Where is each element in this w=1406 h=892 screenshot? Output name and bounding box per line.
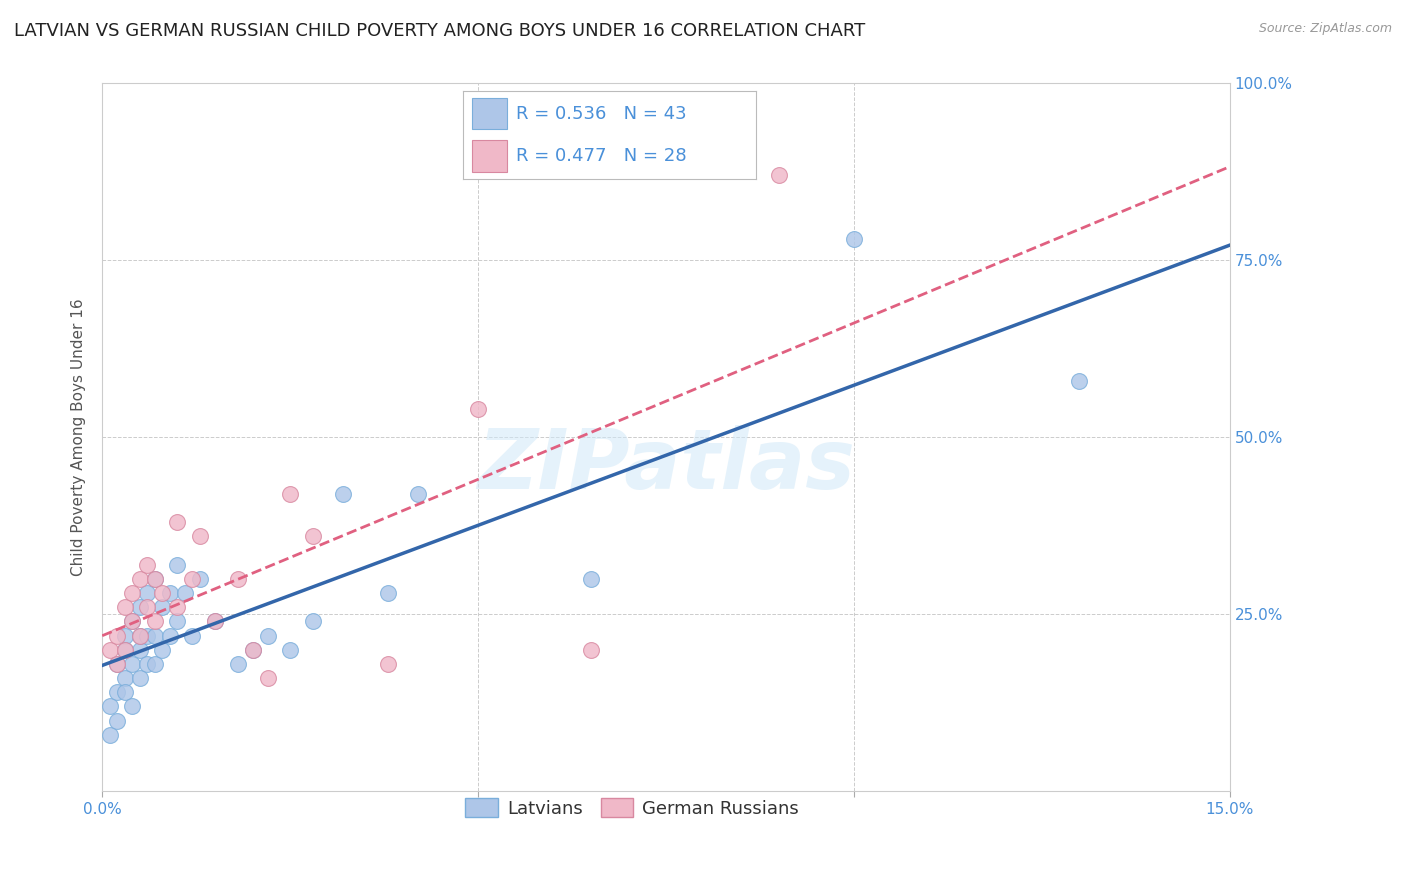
- Point: [98, 699, 121, 714]
- Point: [114, 629, 136, 643]
- Point: [114, 671, 136, 685]
- Point: [226, 657, 249, 671]
- Point: [467, 402, 489, 417]
- Point: [143, 629, 166, 643]
- Point: [278, 642, 301, 657]
- Point: [121, 699, 143, 714]
- Point: [114, 685, 136, 699]
- Point: [150, 600, 173, 615]
- Text: Source: ZipAtlas.com: Source: ZipAtlas.com: [1258, 22, 1392, 36]
- Point: [143, 572, 166, 586]
- Point: [159, 629, 181, 643]
- Point: [166, 516, 188, 530]
- Point: [579, 572, 602, 586]
- Point: [256, 671, 278, 685]
- Point: [278, 487, 301, 501]
- Point: [105, 685, 128, 699]
- Point: [842, 232, 865, 246]
- Point: [136, 558, 159, 572]
- Point: [226, 572, 249, 586]
- Point: [406, 487, 429, 501]
- Point: [150, 586, 173, 600]
- Point: [121, 615, 143, 629]
- Point: [128, 600, 150, 615]
- Point: [166, 558, 188, 572]
- Text: LATVIAN VS GERMAN RUSSIAN CHILD POVERTY AMONG BOYS UNDER 16 CORRELATION CHART: LATVIAN VS GERMAN RUSSIAN CHILD POVERTY …: [14, 22, 865, 40]
- Point: [98, 642, 121, 657]
- Point: [242, 642, 264, 657]
- Point: [136, 600, 159, 615]
- Point: [204, 615, 226, 629]
- Point: [128, 629, 150, 643]
- Point: [98, 728, 121, 742]
- Point: [181, 572, 204, 586]
- Y-axis label: Child Poverty Among Boys Under 16: Child Poverty Among Boys Under 16: [72, 299, 86, 576]
- Point: [301, 529, 323, 543]
- Point: [204, 615, 226, 629]
- Point: [121, 657, 143, 671]
- Point: [128, 572, 150, 586]
- Point: [114, 600, 136, 615]
- Point: [136, 586, 159, 600]
- Point: [114, 642, 136, 657]
- Point: [159, 586, 181, 600]
- Point: [128, 629, 150, 643]
- Point: [166, 615, 188, 629]
- Point: [1069, 374, 1091, 388]
- Point: [579, 642, 602, 657]
- Point: [242, 642, 264, 657]
- Point: [105, 714, 128, 728]
- Point: [377, 586, 399, 600]
- Legend: Latvians, German Russians: Latvians, German Russians: [458, 791, 806, 825]
- Point: [377, 657, 399, 671]
- Point: [143, 615, 166, 629]
- Point: [128, 642, 150, 657]
- Point: [174, 586, 197, 600]
- Point: [150, 642, 173, 657]
- Point: [188, 529, 211, 543]
- Point: [256, 629, 278, 643]
- Text: ZIPatlas: ZIPatlas: [477, 425, 855, 506]
- Point: [768, 169, 790, 183]
- Point: [301, 615, 323, 629]
- Point: [121, 615, 143, 629]
- Point: [143, 657, 166, 671]
- Point: [143, 572, 166, 586]
- Point: [105, 657, 128, 671]
- Point: [166, 600, 188, 615]
- Point: [128, 671, 150, 685]
- Point: [105, 629, 128, 643]
- Point: [121, 586, 143, 600]
- Point: [332, 487, 354, 501]
- Point: [136, 657, 159, 671]
- Point: [136, 629, 159, 643]
- Point: [181, 629, 204, 643]
- Point: [114, 642, 136, 657]
- Point: [188, 572, 211, 586]
- Point: [105, 657, 128, 671]
